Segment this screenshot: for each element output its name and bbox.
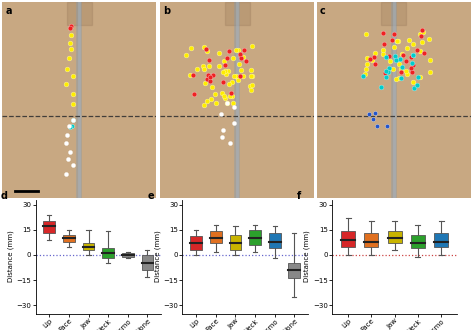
Bar [82,243,94,250]
Bar [341,231,355,247]
Text: b: b [163,6,171,16]
Text: d: d [0,190,8,201]
Bar [63,235,75,242]
Bar [388,231,401,243]
Bar [191,237,202,250]
Bar [142,255,153,270]
Bar [434,233,448,247]
Text: a: a [6,6,12,16]
Bar [229,235,241,250]
Bar [411,235,425,248]
Y-axis label: Distance (mm): Distance (mm) [7,231,14,282]
Y-axis label: Distance (mm): Distance (mm) [303,231,310,282]
Bar [365,233,378,247]
Bar [122,253,134,257]
Y-axis label: Distance (mm): Distance (mm) [154,231,161,282]
Text: c: c [319,6,326,16]
Text: e: e [147,190,154,201]
Bar [269,233,281,248]
Text: f: f [297,190,301,201]
Bar [249,230,261,245]
Bar [44,221,55,233]
Bar [210,231,222,243]
Bar [102,248,114,258]
Bar [289,263,300,278]
